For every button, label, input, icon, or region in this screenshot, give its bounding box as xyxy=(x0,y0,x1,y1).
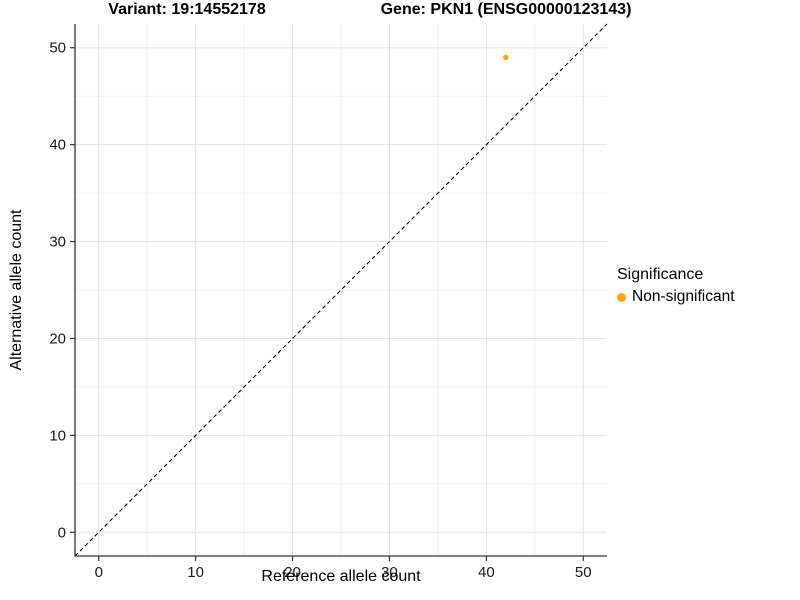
identity-dashed-line xyxy=(74,23,608,557)
y-tick-label: 20 xyxy=(49,330,66,347)
legend-item-label: Non-significant xyxy=(632,288,735,305)
y-tick-label: 30 xyxy=(49,234,66,251)
legend-item: Non-significant xyxy=(617,288,735,306)
x-tick-label: 50 xyxy=(575,564,592,581)
x-tick-label: 10 xyxy=(187,564,204,581)
y-tick-label: 50 xyxy=(49,40,66,57)
plot-title-gene: Gene: PKN1 (ENSG00000123143) xyxy=(380,1,632,18)
data-point xyxy=(503,54,509,61)
y-axis-title: Alternative allele count xyxy=(8,209,25,371)
y-tick-label: 40 xyxy=(49,137,66,154)
point-marker-icon xyxy=(617,292,626,302)
legend: Significance Non-significant xyxy=(617,266,735,306)
x-tick-label: 30 xyxy=(381,564,398,581)
y-tick-label: 0 xyxy=(58,524,66,541)
y-tick-label: 10 xyxy=(49,427,66,444)
legend-title: Significance xyxy=(617,266,704,283)
x-axis-title: Reference allele count xyxy=(261,568,421,585)
x-tick-label: 40 xyxy=(478,564,495,581)
plot-title-variant: Variant: 19:14552178 xyxy=(108,1,266,18)
x-tick-label: 20 xyxy=(284,564,301,581)
x-tick-label: 0 xyxy=(95,564,103,581)
